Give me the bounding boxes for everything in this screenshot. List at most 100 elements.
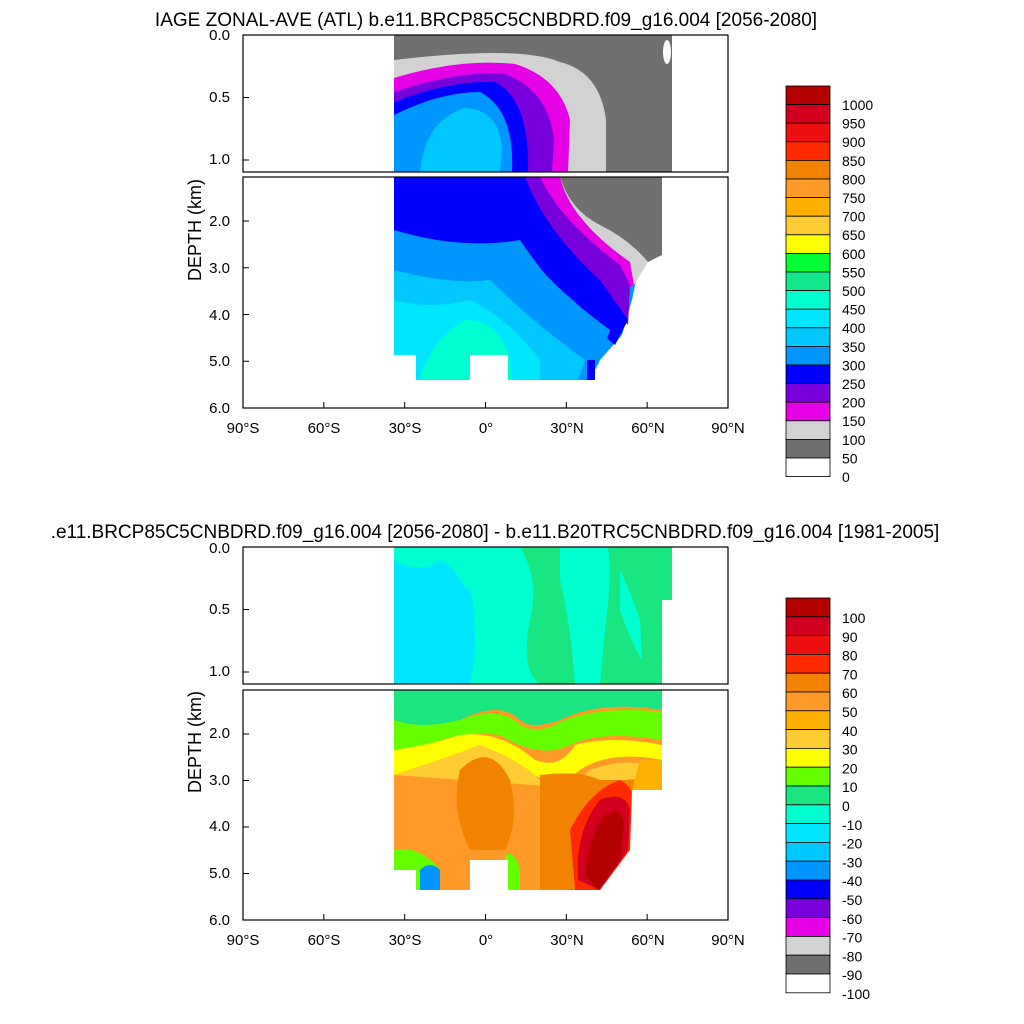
colorbar-label: 100 [842, 610, 866, 626]
diff-y-axis-label: DEPTH (km) [185, 691, 205, 793]
colorbar-swatch [785, 954, 831, 975]
diff-x-tick-label: 60°S [308, 932, 341, 949]
diff-x-tick-label: 60°N [631, 932, 665, 949]
colorbar-swatch [785, 308, 831, 329]
colorbar-label: 1000 [842, 97, 873, 113]
diff-upper-frame [242, 546, 729, 685]
iage-y-tick-label: 0.5 [209, 89, 230, 106]
diff-contour-upper [394, 547, 728, 684]
diff-y-tick-label: 0.5 [209, 601, 230, 618]
colorbar-swatch [785, 635, 831, 655]
colorbar-swatch [785, 860, 831, 881]
colorbar-label: 150 [842, 413, 866, 429]
diff-y-tick-label: 0.0 [209, 540, 230, 557]
iage-x-tick-label: 60°N [631, 420, 665, 437]
colorbar-label: 50 [842, 450, 858, 466]
colorbar-label: 450 [842, 302, 866, 318]
colorbar-label: -10 [842, 817, 862, 833]
colorbar-swatch [785, 364, 831, 385]
diff-y-tick-label: 3.0 [209, 772, 230, 789]
colorbar-label: -40 [842, 873, 862, 889]
colorbar-label: 350 [842, 339, 866, 355]
iage-y-tick-label: 5.0 [209, 353, 230, 370]
colorbar-label: 950 [842, 116, 866, 132]
colorbar-swatch [785, 616, 831, 636]
iage-y-axis: 0.0 0.5 1.0 2.0 3.0 4.0 5.0 6.0 [209, 27, 230, 417]
colorbar-swatch [785, 973, 831, 994]
colorbar-label: 50 [842, 704, 858, 720]
diff-y-tick-label: 5.0 [209, 865, 230, 882]
iage-x-axis: 90°S 60°S 30°S 0° 30°N 60°N 90°N [227, 420, 745, 437]
colorbar-swatch [785, 936, 831, 956]
diff-y-tick-label: 4.0 [209, 818, 230, 835]
colorbar-label: 500 [842, 283, 866, 299]
colorbar-swatch [785, 383, 831, 403]
diff-x-tick-label: 90°S [227, 932, 260, 949]
iage-y-tick-label: 2.0 [209, 213, 230, 230]
colorbar-swatch [785, 672, 831, 693]
colorbar-swatch [785, 710, 831, 730]
iage-y-tick-label: 0.0 [209, 27, 230, 44]
iage-x-tick-label: 30°N [550, 420, 584, 437]
colorbar-label: 750 [842, 190, 866, 206]
colorbar-label: 70 [842, 666, 858, 682]
colorbar-label: 20 [842, 760, 858, 776]
colorbar-swatch [785, 401, 831, 422]
colorbar-swatch [785, 823, 831, 843]
diff-x-tick-label: 30°N [550, 932, 584, 949]
diff-y-tick-label: 6.0 [209, 912, 230, 929]
colorbar-swatch [785, 804, 831, 824]
colorbar-label: -80 [842, 948, 862, 964]
diff-y-tick-label: 2.0 [209, 725, 230, 742]
chart-title-difference: .e11.BRCP85C5CNBDRD.f09_g16.004 [2056-20… [51, 522, 940, 543]
diff-y-tick-label: 1.0 [209, 663, 230, 680]
colorbar-swatch [785, 748, 831, 768]
iage-y-axis-label: DEPTH (km) [185, 179, 205, 281]
colorbar-swatch [785, 842, 831, 862]
iage-colorbar: 1000950900850800750700650600550500450400… [785, 85, 873, 485]
colorbar-swatch [785, 691, 831, 712]
colorbar-swatch [785, 178, 831, 199]
colorbar-swatch [785, 345, 831, 366]
diff-x-tick-label: 30°S [389, 932, 422, 949]
panel-iage: IAGE ZONAL-AVE (ATL) b.e11.BRCP85C5CNBDR… [155, 10, 873, 485]
colorbar-swatch [785, 729, 831, 749]
colorbar-label: 200 [842, 395, 866, 411]
iage-contour-upper [394, 35, 728, 172]
colorbar-label: 600 [842, 246, 866, 262]
colorbar-swatch [785, 766, 831, 787]
diff-x-tick-label: 0° [479, 932, 493, 949]
colorbar-swatch [785, 879, 831, 900]
iage-x-tick-label: 90°N [711, 420, 745, 437]
colorbar-label: 650 [842, 227, 866, 243]
colorbar-swatch [785, 290, 831, 310]
colorbar-swatch [785, 654, 831, 674]
colorbar-swatch [785, 85, 831, 106]
colorbar-label: 850 [842, 153, 866, 169]
colorbar-swatch [785, 597, 831, 618]
colorbar-label: 800 [842, 171, 866, 187]
colorbar-label: -90 [842, 967, 862, 983]
diff-x-tick-label: 90°N [711, 932, 745, 949]
diff-x-axis: 90°S 60°S 30°S 0° 30°N 60°N 90°N [227, 932, 745, 949]
colorbar-label: 80 [842, 648, 858, 664]
colorbar-label: 10 [842, 779, 858, 795]
colorbar-swatch [785, 252, 831, 273]
colorbar-label: 90 [842, 629, 858, 645]
colorbar-label: 0 [842, 469, 850, 485]
colorbar-swatch [785, 215, 831, 236]
iage-y-tick-label: 6.0 [209, 400, 230, 417]
colorbar-label: -50 [842, 892, 862, 908]
colorbar-swatch [785, 159, 831, 180]
colorbar-label: -70 [842, 930, 862, 946]
iage-y-tick-label: 3.0 [209, 260, 230, 277]
colorbar-label: 30 [842, 742, 858, 758]
iage-upper-frame [242, 34, 729, 173]
colorbar-label: 40 [842, 723, 858, 739]
colorbar-label: -20 [842, 836, 862, 852]
chart-title-iage: IAGE ZONAL-AVE (ATL) b.e11.BRCP85C5CNBDR… [155, 10, 817, 31]
colorbar-swatch [785, 420, 831, 440]
colorbar-label: -100 [842, 986, 870, 1002]
colorbar-swatch [785, 327, 831, 347]
